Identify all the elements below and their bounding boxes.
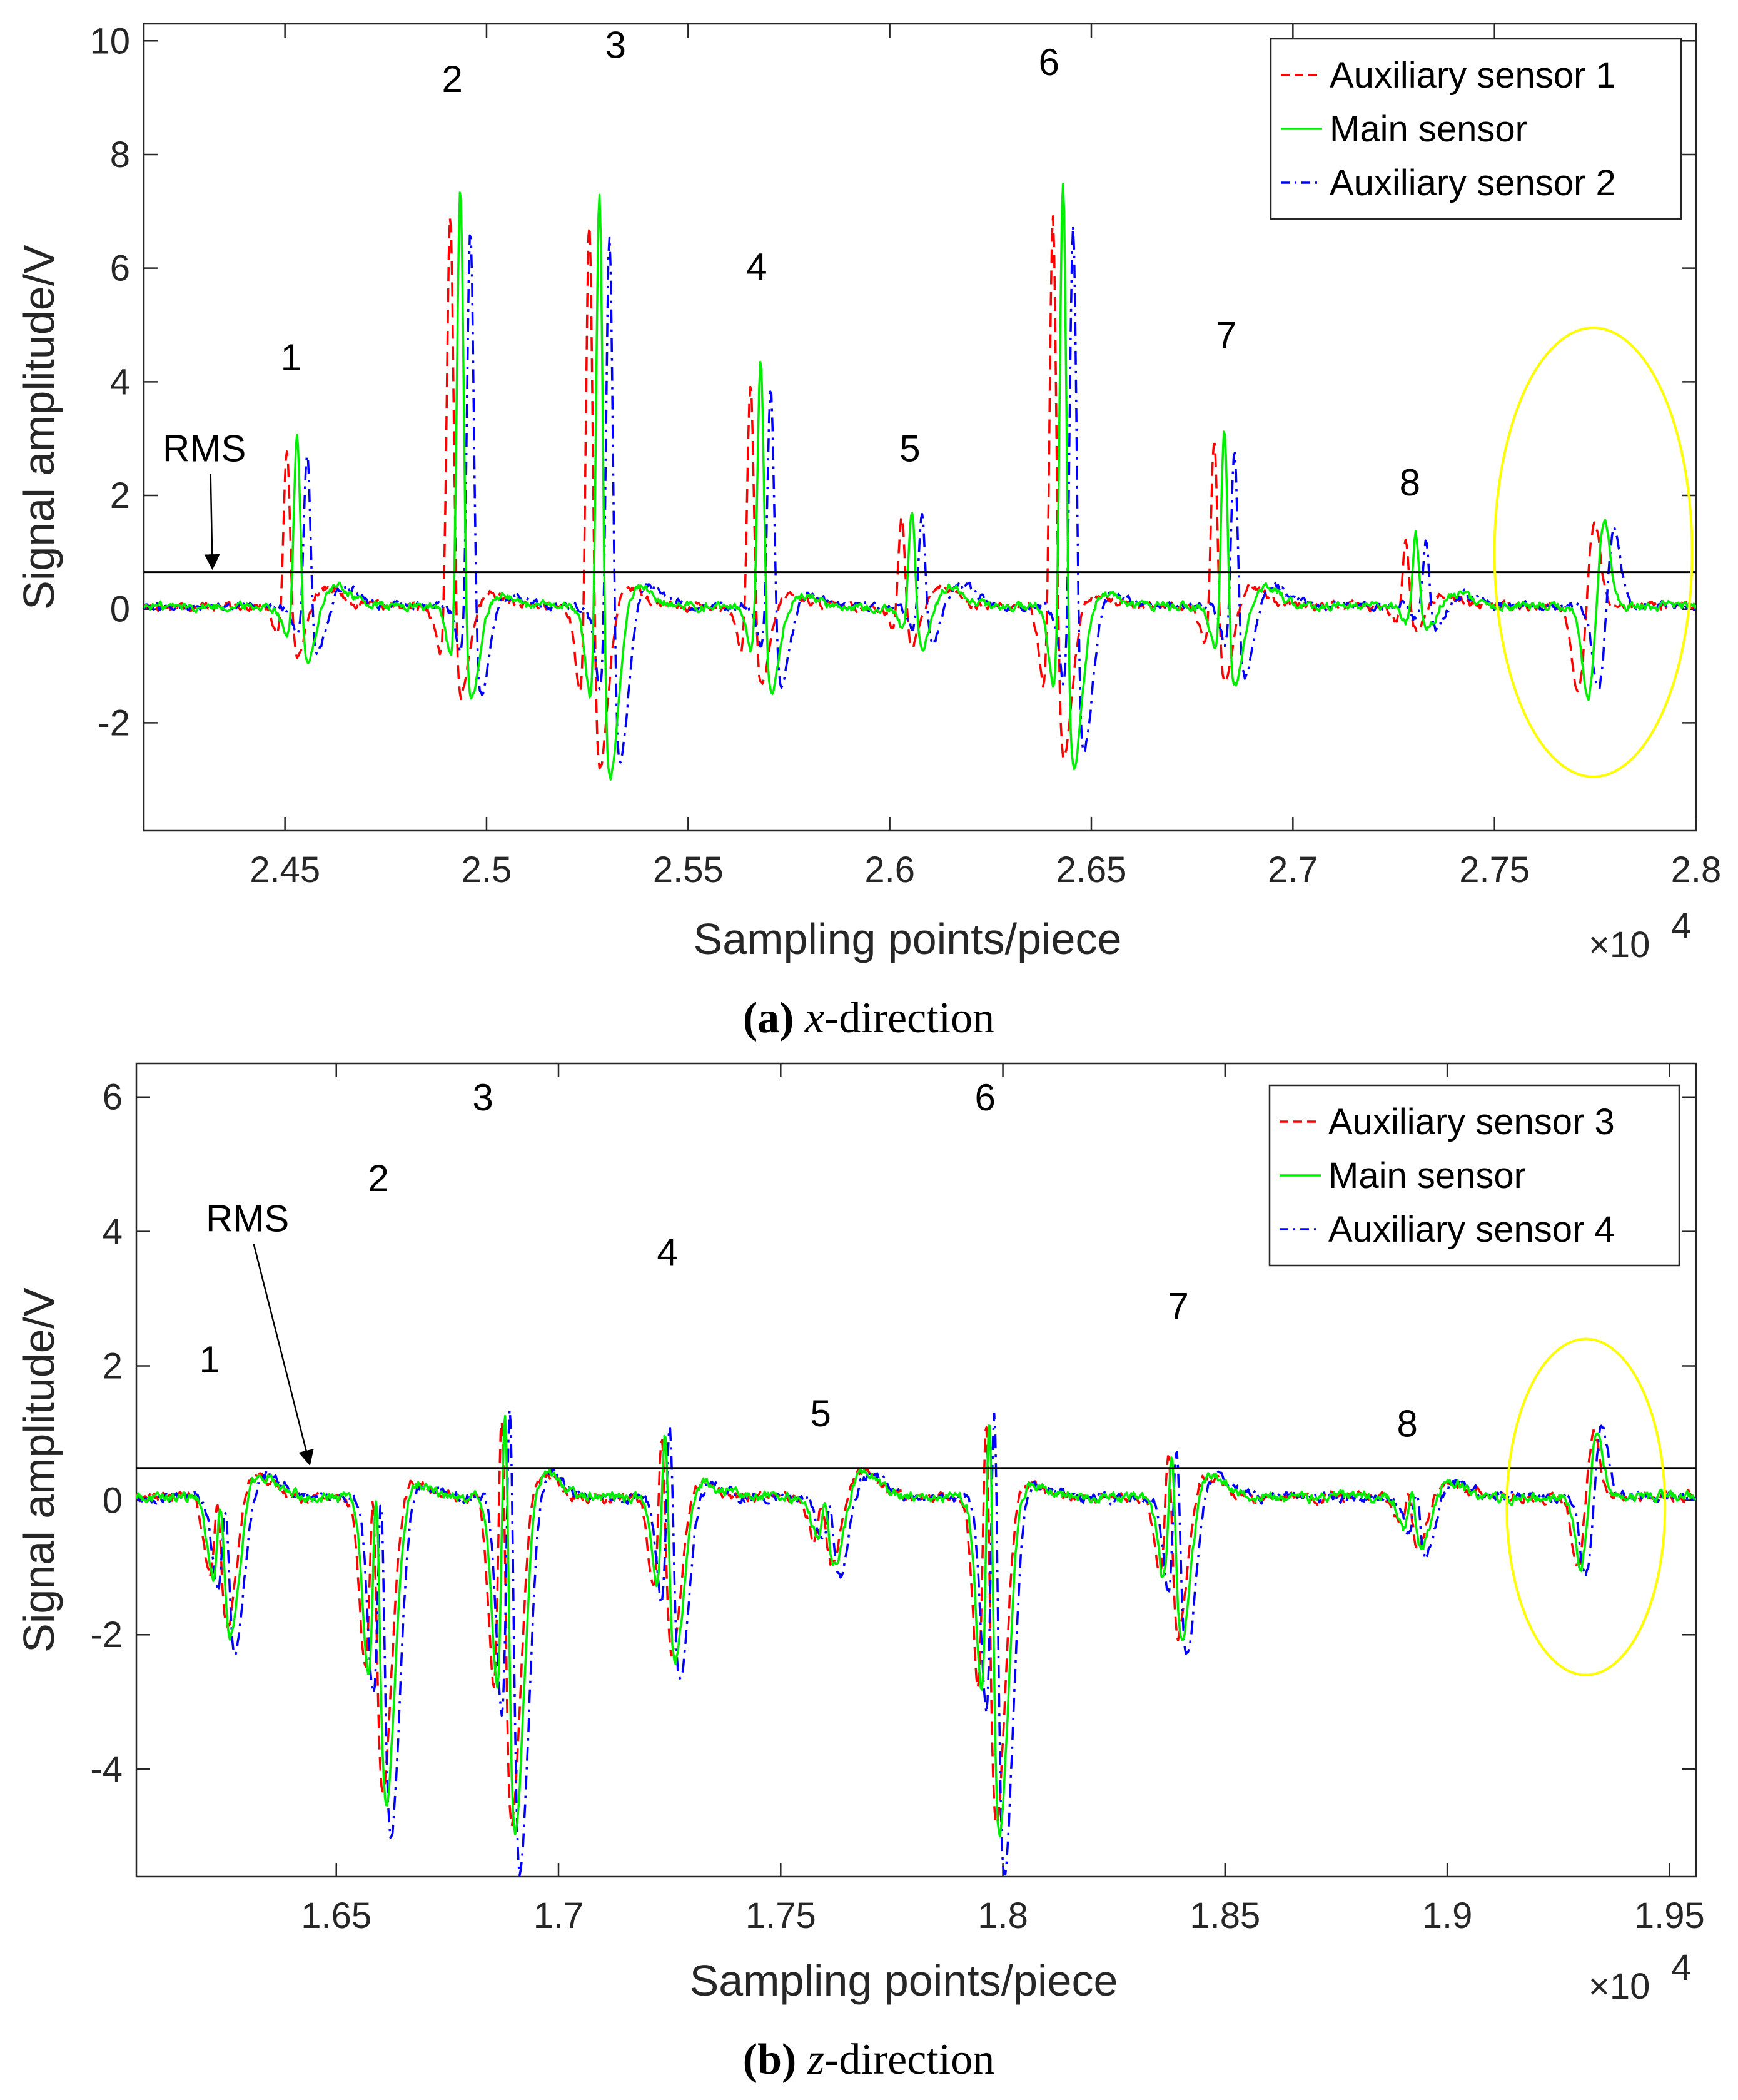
legend-label: Main sensor xyxy=(1328,1155,1526,1196)
plot-frame xyxy=(143,23,1697,832)
chart-b: 1.65 1.7 1.75 1.8 1.85 1.9 1.95 -4 -2 0 2 4 6 Signal … xyxy=(14,1062,1705,2084)
peak-label: 7 xyxy=(1216,314,1236,356)
legend: Auxiliary sensor 3 Main sensor Auxiliary s… xyxy=(1268,1084,1680,1267)
legend-label: Auxiliary sensor 4 xyxy=(1328,1209,1615,1250)
x-tick-label: 1.9 xyxy=(1422,1895,1473,1936)
x-tick-label: 2.5 xyxy=(462,850,512,890)
peak-label: 6 xyxy=(974,1077,995,1118)
series-line-auxiliary-sensor-1 xyxy=(144,215,1696,770)
series-line-main-sensor xyxy=(136,1414,1696,1838)
x-tick-label: 2.65 xyxy=(1056,850,1127,890)
plot-area xyxy=(144,183,1696,781)
x-tick-label: 1.8 xyxy=(978,1895,1028,1936)
peak-label: 8 xyxy=(1397,1403,1417,1444)
plot-area xyxy=(136,1409,1696,1877)
x-tick-label: 2.8 xyxy=(1671,850,1722,890)
peak-label: 7 xyxy=(1168,1285,1189,1327)
series-line-main-sensor xyxy=(144,183,1696,781)
y-tick-label: 2 xyxy=(103,1346,123,1386)
x-tick-label: 2.75 xyxy=(1459,850,1530,890)
x-tick-label: 2.7 xyxy=(1268,850,1318,890)
caption-variable: x xyxy=(794,994,824,1042)
x-multiplier-exponent: 4 xyxy=(1671,1947,1691,1988)
y-tick-label: 2 xyxy=(110,475,130,516)
x-tick-label: 2.6 xyxy=(864,850,915,890)
peak-label: 5 xyxy=(899,428,920,470)
peak-label: 4 xyxy=(746,246,767,288)
highlight-ellipse xyxy=(1493,327,1694,778)
y-tick-label: 8 xyxy=(110,134,130,175)
x-multiplier-exponent: 4 xyxy=(1671,906,1691,946)
peak-label: 1 xyxy=(281,337,301,378)
figure-caption: (a) x-direction xyxy=(743,994,994,1042)
y-tick-label: -2 xyxy=(90,1615,123,1655)
y-tick-label: 0 xyxy=(110,589,130,630)
y-tick-label: -2 xyxy=(98,703,130,743)
x-multiplier-base: ×10 xyxy=(1589,1966,1650,2007)
plot-frame xyxy=(135,1062,1697,1878)
x-tick-label: 1.7 xyxy=(533,1895,584,1936)
x-multiplier: ×10 4 xyxy=(1589,1947,1691,2007)
x-tick-label: 2.45 xyxy=(250,850,320,890)
series-line-auxiliary-sensor-3 xyxy=(136,1420,1696,1828)
x-multiplier-base: ×10 xyxy=(1589,925,1650,965)
peak-label: 6 xyxy=(1039,41,1059,83)
caption-letter: (b) xyxy=(743,2036,797,2084)
legend-label: Auxiliary sensor 1 xyxy=(1330,55,1616,96)
peak-label: 5 xyxy=(811,1392,831,1434)
legend-label: Main sensor xyxy=(1330,109,1527,150)
x-axis-label: Sampling points/piece xyxy=(690,1956,1118,2005)
peak-label: 2 xyxy=(368,1157,389,1199)
peak-label: 4 xyxy=(657,1231,677,1273)
rms-label: RMS xyxy=(206,1198,289,1240)
series-line-auxiliary-sensor-2 xyxy=(144,225,1696,764)
x-tick-label: 1.65 xyxy=(301,1895,371,1936)
y-tick-label: 6 xyxy=(110,248,130,289)
peak-label: 8 xyxy=(1400,462,1420,504)
legend-box xyxy=(1270,38,1682,220)
y-tick-label: 0 xyxy=(103,1480,123,1521)
legend-label: Auxiliary sensor 3 xyxy=(1328,1102,1615,1142)
figure-caption: (b) z-direction xyxy=(743,2036,994,2084)
y-axis-label: Signal amplitude/V xyxy=(14,1287,63,1653)
x-multiplier: ×10 4 xyxy=(1589,906,1691,965)
legend-label: Auxiliary sensor 2 xyxy=(1330,163,1616,203)
peak-label: 1 xyxy=(200,1339,220,1381)
x-tick-label: 2.55 xyxy=(653,850,724,890)
caption-rest: -direction xyxy=(824,994,994,1042)
x-axis-label: Sampling points/piece xyxy=(694,915,1122,963)
peak-label: 2 xyxy=(442,58,462,100)
y-tick-label: 10 xyxy=(89,21,130,61)
y-tick-label: 4 xyxy=(110,362,130,402)
y-tick-label: 6 xyxy=(103,1077,123,1118)
highlight-ellipse xyxy=(1505,1337,1667,1676)
x-tick-label: 1.75 xyxy=(745,1895,816,1936)
y-tick-label: -4 xyxy=(90,1749,123,1790)
peak-label: 3 xyxy=(473,1077,493,1118)
x-tick-label: 1.85 xyxy=(1190,1895,1260,1936)
rms-label: RMS xyxy=(163,428,246,470)
x-tick-label: 1.95 xyxy=(1634,1895,1705,1936)
y-tick-label: 4 xyxy=(103,1212,123,1252)
legend: Auxiliary sensor 1 Main sensor Auxiliary s… xyxy=(1270,38,1682,220)
caption-variable: z xyxy=(796,2036,824,2084)
y-axis-label: Signal amplitude/V xyxy=(14,245,63,610)
chart-a: 2.45 2.5 2.55 2.6 2.65 2.7 2.75 2.8 -2 0 2 4 6 8 10 Sig… xyxy=(14,21,1721,1042)
peak-label: 3 xyxy=(605,24,626,66)
caption-rest: -direction xyxy=(824,2036,994,2084)
legend-box xyxy=(1268,1084,1680,1267)
caption-letter: (a) xyxy=(743,994,794,1042)
rms-arrow xyxy=(204,474,220,571)
rms-arrow xyxy=(253,1244,314,1466)
